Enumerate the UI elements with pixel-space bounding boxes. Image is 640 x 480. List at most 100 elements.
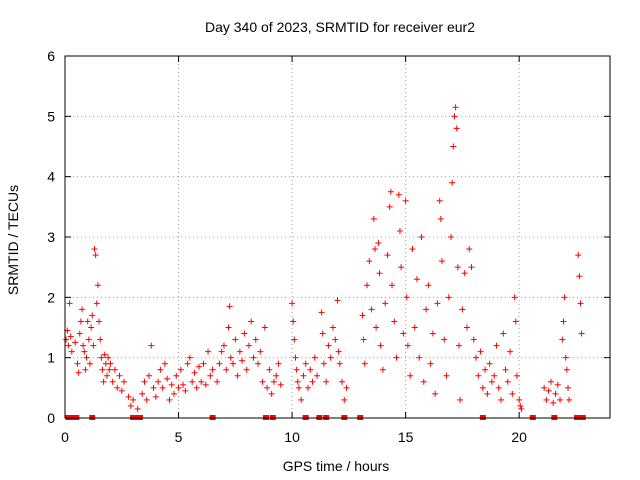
data-point (386, 203, 393, 210)
data-point (198, 378, 205, 385)
data-point (304, 384, 311, 391)
data-point (576, 273, 583, 280)
data-point (290, 318, 297, 325)
data-point (396, 227, 403, 234)
data-point (398, 264, 405, 271)
y-tick-label: 1 (47, 350, 55, 366)
data-points (63, 104, 585, 412)
data-point (106, 366, 113, 373)
data-point (470, 336, 477, 343)
data-point (294, 378, 301, 385)
data-point (291, 336, 298, 343)
data-point (275, 360, 282, 367)
data-point (376, 270, 383, 277)
data-point (300, 372, 307, 379)
data-point (488, 378, 495, 385)
data-point (518, 405, 525, 412)
data-point (214, 378, 221, 385)
data-point (236, 348, 243, 355)
data-point (452, 104, 459, 111)
data-point (543, 396, 550, 403)
data-point (293, 366, 300, 373)
data-point (484, 390, 491, 397)
data-point (184, 360, 191, 367)
data-point (332, 336, 339, 343)
y-tick-label: 6 (47, 48, 55, 64)
data-point (302, 360, 309, 367)
data-point (493, 342, 500, 349)
data-point (504, 378, 511, 385)
data-point (100, 378, 107, 385)
data-point (89, 312, 96, 319)
data-point (361, 360, 368, 367)
data-point (578, 330, 585, 337)
data-point (434, 300, 441, 307)
data-point (118, 387, 125, 394)
data-point (91, 246, 98, 253)
data-point (83, 354, 90, 361)
chart-title: Day 340 of 2023, SRMTID for receiver eur… (205, 19, 475, 35)
data-point (230, 360, 237, 367)
data-point (339, 378, 346, 385)
data-point (225, 324, 232, 331)
data-point (318, 309, 325, 316)
data-point (409, 246, 416, 253)
data-point (384, 252, 391, 259)
data-point (105, 354, 112, 361)
data-point (507, 348, 514, 355)
data-point (512, 318, 519, 325)
data-point (200, 360, 207, 367)
data-point (541, 384, 548, 391)
data-point (209, 366, 216, 373)
data-point (382, 300, 389, 307)
data-point (173, 372, 180, 379)
data-point (475, 372, 482, 379)
data-point (261, 324, 268, 331)
data-point (563, 366, 570, 373)
data-point (168, 381, 175, 388)
data-point (245, 342, 252, 349)
data-point (150, 384, 157, 391)
data-point (111, 366, 118, 373)
data-point (453, 125, 460, 132)
data-point (429, 330, 436, 337)
data-point (320, 360, 327, 367)
data-point (482, 366, 489, 373)
data-point (152, 393, 159, 400)
data-point (232, 336, 239, 343)
data-point (146, 372, 153, 379)
data-point (311, 354, 318, 361)
x-tick-label: 10 (284, 429, 300, 445)
data-point (273, 372, 280, 379)
data-point (425, 282, 432, 289)
data-point (252, 336, 259, 343)
data-point (395, 191, 402, 198)
data-point (486, 360, 493, 367)
data-point (443, 372, 450, 379)
x-axis-label: GPS time / hours (283, 458, 390, 474)
data-point (289, 300, 296, 307)
data-point (164, 375, 171, 382)
data-point (438, 258, 445, 265)
data-point (517, 402, 524, 409)
data-point (75, 369, 82, 376)
data-point (575, 252, 582, 259)
data-point (562, 354, 569, 361)
x-tick-label: 15 (398, 429, 414, 445)
x-tick-label: 5 (175, 429, 183, 445)
data-point (359, 312, 366, 319)
data-point (101, 351, 108, 358)
data-point (455, 342, 462, 349)
data-point (449, 179, 456, 186)
data-point (157, 366, 164, 373)
data-point (264, 384, 271, 391)
data-point (461, 270, 468, 277)
data-point (375, 240, 382, 247)
data-point (99, 366, 106, 373)
data-point (96, 318, 103, 325)
data-point (292, 354, 299, 361)
data-point (195, 363, 202, 370)
data-point (559, 336, 566, 343)
data-point (550, 399, 557, 406)
data-point (418, 234, 425, 240)
